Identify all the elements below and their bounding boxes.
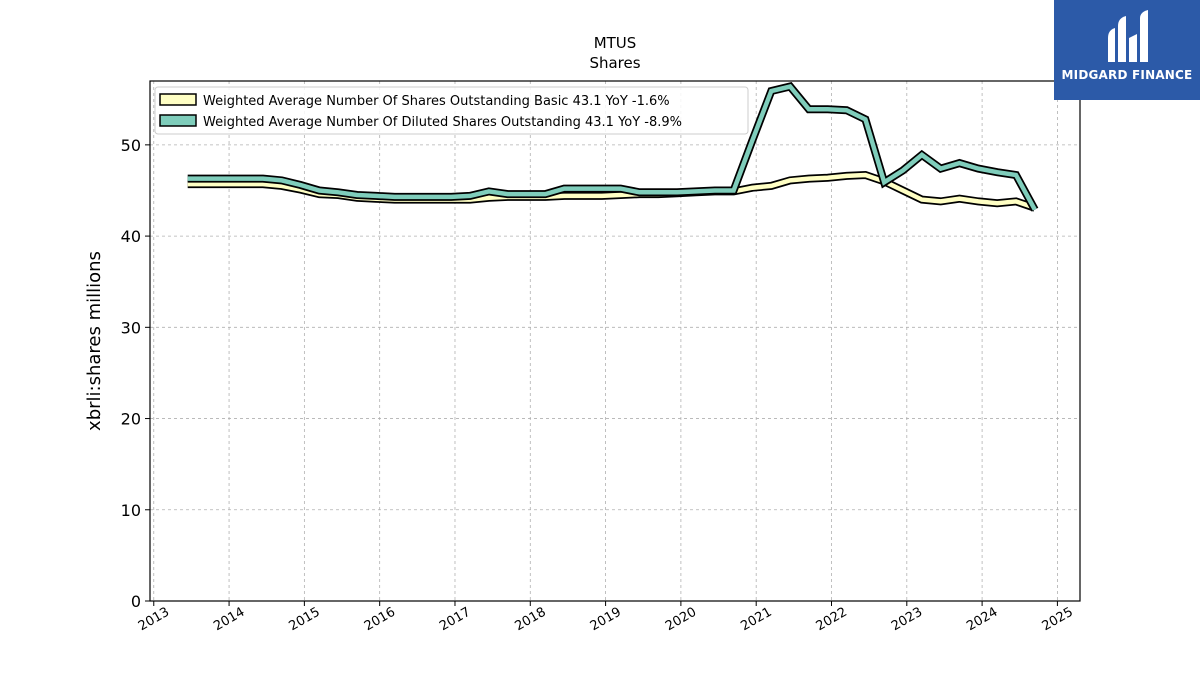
x-tick-label: 2023 [889,605,925,635]
x-tick-label: 2017 [437,605,473,635]
midgard-finance-logo: MIDGARD FINANCE [1054,0,1200,100]
series-layer [187,82,1039,212]
legend: Weighted Average Number Of Shares Outsta… [154,86,749,135]
legend-label-diluted: Weighted Average Number Of Diluted Share… [203,115,682,130]
x-tick-label: 2014 [211,605,247,635]
logo-mark-icon [1108,10,1148,62]
x-tick-label: 2016 [362,605,398,635]
legend-label-basic: Weighted Average Number Of Shares Outsta… [203,94,670,109]
y-tick-label: 50 [121,136,141,155]
x-tick-label: 2013 [136,605,172,635]
x-tick-label: 2024 [964,605,1000,635]
y-tick-label: 20 [121,410,141,429]
y-axis: 0 10 20 30 40 50 [121,136,150,611]
y-axis-label: xbrli:shares millions [84,251,105,431]
legend-box [154,86,749,135]
grid-lines [150,81,1080,602]
legend-swatch-diluted [159,114,197,127]
logo-text: MIDGARD FINANCE [1061,68,1193,82]
y-tick-label: 10 [121,501,141,520]
x-axis: 2013 2014 2015 2016 2017 2018 2019 2020 2021 2022… [136,601,1076,634]
x-tick-label: 2019 [588,605,624,635]
x-tick-label: 2022 [814,605,850,635]
x-tick-label: 2015 [287,605,323,635]
y-tick-label: 30 [121,318,141,337]
legend-swatch-basic [159,93,197,106]
chart-title: MTUS [594,34,637,52]
series-line-diluted [187,83,1037,211]
x-tick-label: 2018 [512,605,548,635]
x-tick-label: 2021 [738,605,774,635]
chart-subtitle: Shares [589,54,640,72]
x-tick-label: 2025 [1040,605,1076,635]
y-tick-label: 40 [121,227,141,246]
x-tick-label: 2020 [663,605,699,635]
y-tick-label: 0 [131,592,141,611]
plot-frame [149,80,1081,602]
